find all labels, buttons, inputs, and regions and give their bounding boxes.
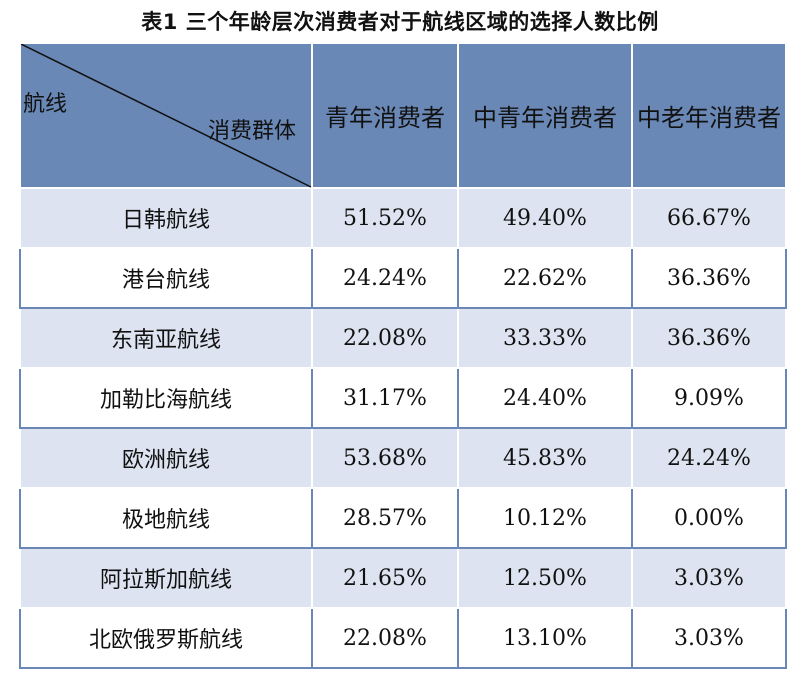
table-row: 欧洲航线 53.68% 45.83% 24.24% [19, 427, 787, 489]
value-cell: 21.65% [311, 547, 459, 609]
value-cell: 51.52% [311, 187, 459, 249]
value-cell: 36.36% [631, 247, 787, 309]
table-row: 加勒比海航线 31.17% 24.40% 9.09% [19, 367, 787, 429]
value-cell: 45.83% [457, 427, 633, 489]
table-row: 港台航线 24.24% 22.62% 36.36% [19, 247, 787, 309]
route-name-cell: 东南亚航线 [19, 307, 313, 369]
column-header-middle-youth: 中青年消费者 [457, 42, 633, 189]
value-cell: 22.62% [457, 247, 633, 309]
route-name-cell: 日韩航线 [19, 187, 313, 249]
value-cell: 28.57% [311, 487, 459, 549]
table-row: 北欧俄罗斯航线 22.08% 13.10% 3.03% [19, 607, 787, 669]
corner-group-label: 消费群体 [208, 119, 297, 144]
table-row: 日韩航线 51.52% 49.40% 66.67% [19, 187, 787, 249]
table-title: 表1 三个年龄层次消费者对于航线区域的选择人数比例 [141, 10, 659, 34]
value-cell: 12.50% [457, 547, 633, 609]
value-cell: 66.67% [631, 187, 787, 249]
value-cell: 24.40% [457, 367, 633, 429]
route-name-cell: 欧洲航线 [19, 427, 313, 489]
value-cell: 24.24% [631, 427, 787, 489]
value-cell: 53.68% [311, 427, 459, 489]
column-header-youth: 青年消费者 [311, 42, 459, 189]
value-cell: 9.09% [631, 367, 787, 429]
value-cell: 36.36% [631, 307, 787, 369]
value-cell: 31.17% [311, 367, 459, 429]
column-header-middle-elderly: 中老年消费者 [631, 42, 787, 189]
route-name-cell: 阿拉斯加航线 [19, 547, 313, 609]
table-row: 极地航线 28.57% 10.12% 0.00% [19, 487, 787, 549]
value-cell: 10.12% [457, 487, 633, 549]
route-name-cell: 加勒比海航线 [19, 367, 313, 429]
corner-header-cell: 航线 消费群体 [19, 42, 313, 189]
value-cell: 22.08% [311, 307, 459, 369]
header-row: 航线 消费群体 青年消费者 中青年消费者 中老年消费者 [19, 42, 787, 189]
route-preference-table: 航线 消费群体 青年消费者 中青年消费者 中老年消费者 日韩航线 51.52% … [19, 42, 787, 669]
corner-route-label: 航线 [23, 92, 68, 117]
diagonal-divider [21, 44, 312, 188]
value-cell: 22.08% [311, 607, 459, 669]
table-row: 东南亚航线 22.08% 33.33% 36.36% [19, 307, 787, 369]
value-cell: 3.03% [631, 607, 787, 669]
value-cell: 3.03% [631, 547, 787, 609]
value-cell: 24.24% [311, 247, 459, 309]
value-cell: 13.10% [457, 607, 633, 669]
route-name-cell: 港台航线 [19, 247, 313, 309]
table-row: 阿拉斯加航线 21.65% 12.50% 3.03% [19, 547, 787, 609]
route-name-cell: 极地航线 [19, 487, 313, 549]
value-cell: 33.33% [457, 307, 633, 369]
value-cell: 0.00% [631, 487, 787, 549]
value-cell: 49.40% [457, 187, 633, 249]
route-name-cell: 北欧俄罗斯航线 [19, 607, 313, 669]
